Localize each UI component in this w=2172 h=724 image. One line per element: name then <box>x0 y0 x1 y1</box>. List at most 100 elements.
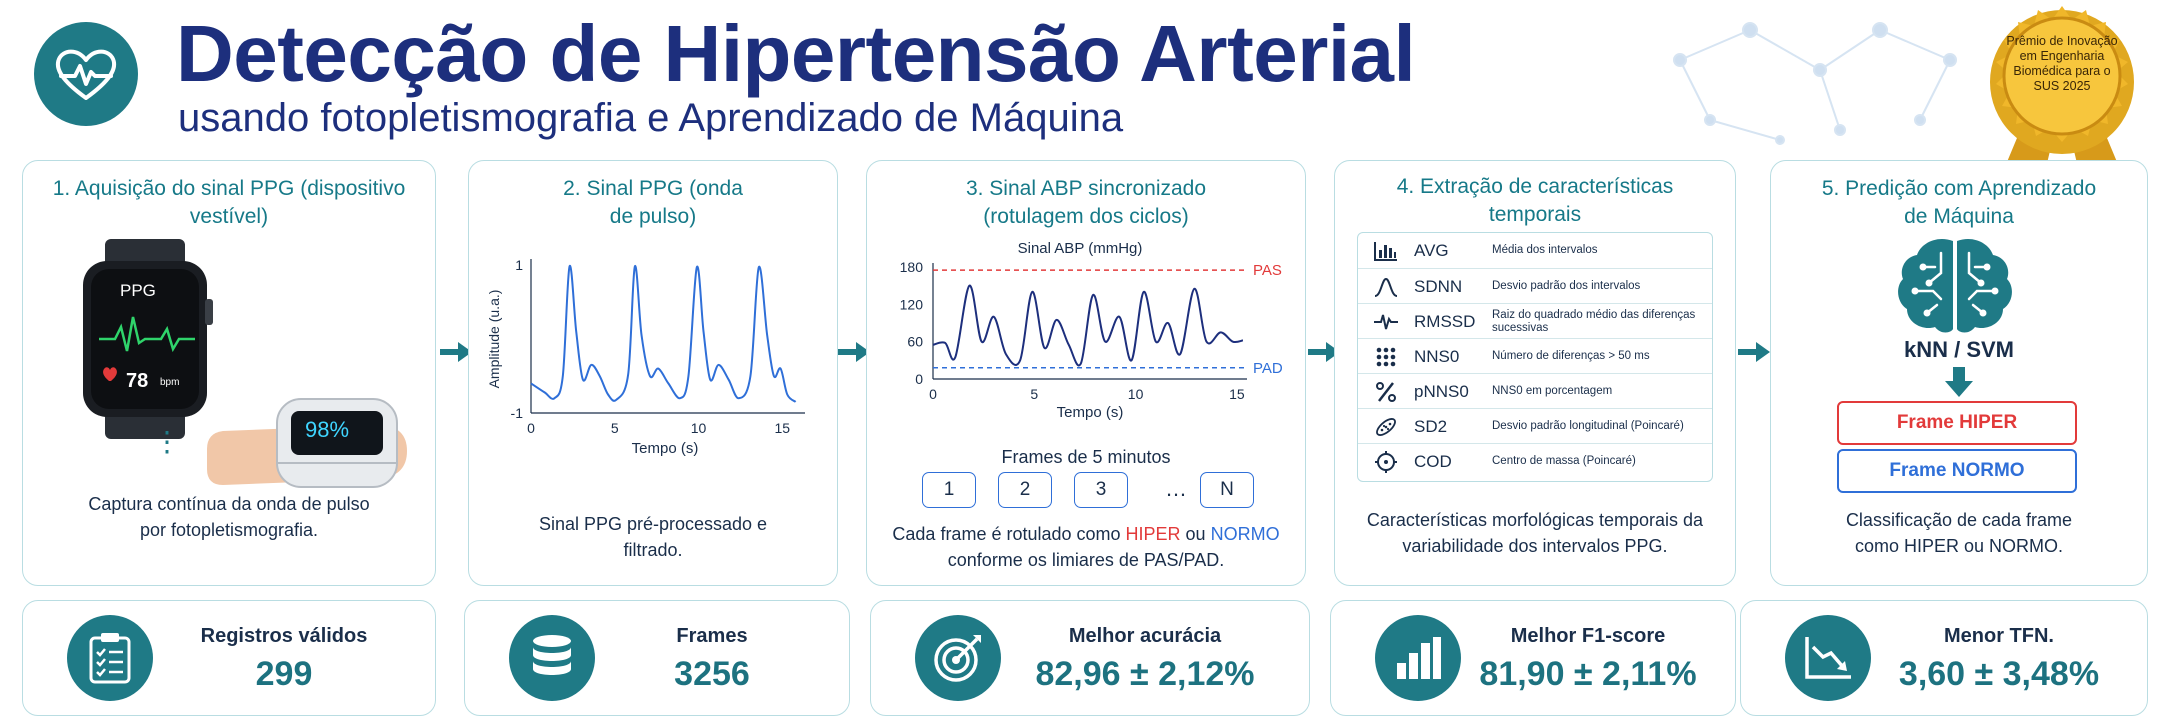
x-tick-label: 0 <box>929 386 937 402</box>
panel-features-title: 4. Extração de características temporais <box>1396 175 1674 226</box>
stat-card-f1: Melhor F1-score 81,90 ± 2,11% <box>1330 600 1736 716</box>
molecule-background <box>1673 22 1957 145</box>
panel-acquisition: 1. Aquisição do sinal PPG (dispositivo v… <box>22 160 436 586</box>
panel-prediction-title: 5. Predição com Aprendizado de Máquina <box>1821 177 2097 228</box>
oximeter-spo2: 98% <box>305 417 350 442</box>
feature-name: COD <box>1414 451 1452 471</box>
heart-pulse-logo <box>34 22 138 126</box>
stat-value: 82,96 ± 2,12% <box>1035 655 1255 693</box>
x-tick-label: 5 <box>1030 386 1038 402</box>
output-hiper: Frame HIPER <box>1837 401 2077 445</box>
stat-label: Registros válidos <box>200 625 368 647</box>
feature-row: AVG Média dos intervalos <box>1358 233 1712 268</box>
ppg-series-line <box>530 265 797 403</box>
threshold-label-pad: PAD <box>1253 360 1283 377</box>
arrow-right-icon <box>1738 342 1770 362</box>
panel-ppg-caption: Sinal PPG pré-processado e filtrado. <box>538 514 768 560</box>
y-tick-label: 60 <box>907 334 923 350</box>
smartwatch-illustration <box>83 239 213 439</box>
panel-abp-caption: Cada frame é rotulado como HIPER ou NORM… <box>867 521 1305 573</box>
x-tick-label: 15 <box>774 420 790 436</box>
x-tick-label: 10 <box>691 420 707 436</box>
frame-box-2: 2 <box>998 472 1052 508</box>
stat-label: Melhor acurácia <box>1068 625 1222 647</box>
panel-features-caption: Características morfológicas temporais d… <box>1366 510 1704 556</box>
trend-down-icon-badge <box>1785 615 1871 701</box>
stat-label: Menor TFN. <box>1944 625 2054 647</box>
feature-row: SDNN Desvio padrão dos intervalos <box>1358 268 1712 304</box>
vertical-dots: ⋮ <box>153 426 181 457</box>
caption-prefix: Cada frame é rotulado como <box>892 524 1126 544</box>
target-icon <box>934 635 981 682</box>
page-title: Detecção de Hipertensão Arterial <box>176 9 1416 98</box>
feature-desc: NNS0 em porcentagem <box>1492 385 1613 397</box>
x-tick-label: 5 <box>611 420 619 436</box>
stat-value: 81,90 ± 2,11% <box>1479 655 1697 693</box>
x-tick-label: 15 <box>1229 386 1245 402</box>
feature-name: NNS0 <box>1414 346 1460 366</box>
frames-label: Frames de 5 minutos <box>1001 447 1171 467</box>
frame-box-n: N <box>1200 472 1254 508</box>
feature-name: SDNN <box>1414 276 1463 296</box>
ellipse-scatter-icon <box>1376 417 1396 436</box>
arrow-right-icon <box>1308 342 1340 362</box>
feature-name: RMSSD <box>1414 311 1476 331</box>
finger-oximeter-illustration <box>207 398 407 488</box>
feature-row: COD Centro de massa (Poincaré) <box>1358 443 1712 479</box>
caption-hiper: HIPER <box>1125 524 1181 544</box>
y-tick-label: 1 <box>515 257 523 273</box>
panel-acquisition-title: 1. Aquisição do sinal PPG (dispositivo v… <box>52 177 406 228</box>
feature-name: AVG <box>1414 240 1449 260</box>
stat-card-records: Registros válidos 299 <box>22 600 436 716</box>
x-axis-label: Tempo (s) <box>1057 404 1124 421</box>
arrow-right-icon <box>838 342 870 362</box>
bell-curve-icon <box>1374 277 1398 297</box>
stat-value: 299 <box>255 655 313 693</box>
bar-chart-icon <box>1397 637 1441 679</box>
stat-label: Frames <box>676 625 748 647</box>
award-badge <box>1990 6 2134 176</box>
percent-icon <box>1376 381 1396 402</box>
pulse-wave-icon <box>1374 314 1398 329</box>
x-axis-label: Tempo (s) <box>632 440 699 457</box>
y-tick-label: 0 <box>915 371 923 387</box>
feature-desc: Média dos intervalos <box>1492 244 1598 256</box>
bar-chart-icon <box>1374 241 1397 261</box>
threshold-label-pas: PAS <box>1253 262 1282 279</box>
feature-desc: Desvio padrão dos intervalos <box>1492 280 1641 292</box>
abp-series-line <box>932 284 1244 367</box>
database-icon <box>533 635 571 675</box>
stat-card-frames: Frames 3256 <box>464 600 850 716</box>
target-icon-badge <box>915 615 1001 701</box>
abp-chart: Sinal ABP (mmHg) 0 60 120 180 0 5 10 15 Tempo (s)… <box>900 240 1283 421</box>
y-axis-label: Amplitude (u.a.) <box>486 290 502 389</box>
model-label: kNN / SVM <box>1903 337 2015 362</box>
arrow-down-icon <box>1945 367 1973 397</box>
feature-desc: Centro de massa (Poincaré) <box>1492 455 1636 467</box>
caption-normo: NORMO <box>1210 524 1280 544</box>
stat-value: 3256 <box>674 655 750 693</box>
watch-ppg-label: PPG <box>120 281 156 300</box>
panel-abp-signal: 3. Sinal ABP sincronizado (rotulagem dos… <box>866 160 1306 586</box>
clipboard-icon <box>89 633 131 684</box>
y-tick-label: -1 <box>511 405 524 421</box>
panel-prediction-caption: Classificação de cada frame como HIPER o… <box>1845 510 2073 556</box>
feature-name: pNNS0 <box>1414 381 1469 401</box>
feature-desc: Raiz do quadrado médio das diferenças su… <box>1492 308 1696 334</box>
feature-desc: Número de diferenças > 50 ms <box>1492 350 1650 362</box>
y-tick-label: 180 <box>900 259 924 275</box>
bar-chart-icon-badge <box>1375 615 1461 701</box>
panel-ppg-signal: 2. Sinal PPG (onda de pulso) -1 1 0 5 10 15 Te… <box>468 160 838 586</box>
feature-name: SD2 <box>1414 416 1448 436</box>
clipboard-icon-badge <box>67 615 153 701</box>
watch-bpm-value: 78 <box>126 370 149 392</box>
caption-or: ou <box>1180 524 1211 544</box>
feature-row: pNNS0 NNS0 em porcentagem <box>1358 373 1712 409</box>
arrow-right-icon <box>440 342 472 362</box>
database-icon-badge <box>509 615 595 701</box>
award-badge-text: Prêmio de Inovação em Engenharia Biomédi… <box>2006 34 2118 93</box>
dot-grid-icon <box>1376 347 1396 366</box>
y-tick-label: 120 <box>900 296 924 312</box>
panel-acquisition-caption: Captura contínua da onda de pulso por fo… <box>88 494 370 540</box>
